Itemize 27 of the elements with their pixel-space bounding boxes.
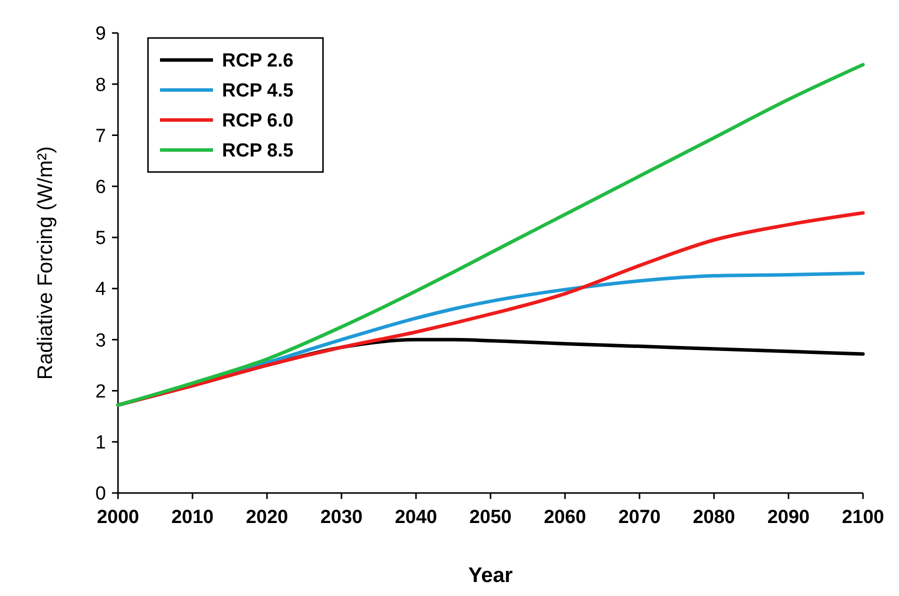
y-tick-label: 2 bbox=[95, 381, 106, 402]
y-axis-title: Radiative Forcing (W/m²) bbox=[34, 146, 57, 380]
x-tick-label: 2000 bbox=[96, 507, 140, 528]
y-tick-label: 5 bbox=[95, 228, 106, 250]
x-tick-label: 2010 bbox=[171, 507, 214, 528]
x-tick-label: 2090 bbox=[767, 507, 810, 528]
y-tick-label: 9 bbox=[95, 24, 106, 45]
x-tick-label: 2020 bbox=[246, 507, 288, 528]
x-tick-label: 2100 bbox=[842, 507, 884, 528]
y-tick-label: 1 bbox=[95, 432, 106, 454]
x-tick-label: 2040 bbox=[394, 507, 438, 528]
x-tick-label: 2050 bbox=[469, 507, 512, 528]
y-tick-label: 3 bbox=[95, 330, 106, 352]
y-tick-label: 7 bbox=[95, 126, 106, 147]
y-tick-label: 8 bbox=[95, 74, 106, 96]
legend-label: RCP 2.6 bbox=[222, 50, 294, 72]
y-tick-label: 0 bbox=[95, 484, 106, 505]
legend-label: RCP 6.0 bbox=[222, 110, 294, 132]
y-tick-label: 6 bbox=[95, 176, 106, 198]
x-tick-label: 2060 bbox=[544, 507, 586, 528]
x-tick-label: 2070 bbox=[618, 507, 661, 528]
x-tick-label: 2080 bbox=[692, 507, 736, 528]
y-tick-label: 4 bbox=[95, 279, 106, 300]
x-axis-title: Year bbox=[468, 564, 513, 587]
x-tick-label: 2030 bbox=[320, 507, 363, 528]
legend-label: RCP 8.5 bbox=[222, 140, 294, 162]
legend-label: RCP 4.5 bbox=[222, 80, 294, 102]
